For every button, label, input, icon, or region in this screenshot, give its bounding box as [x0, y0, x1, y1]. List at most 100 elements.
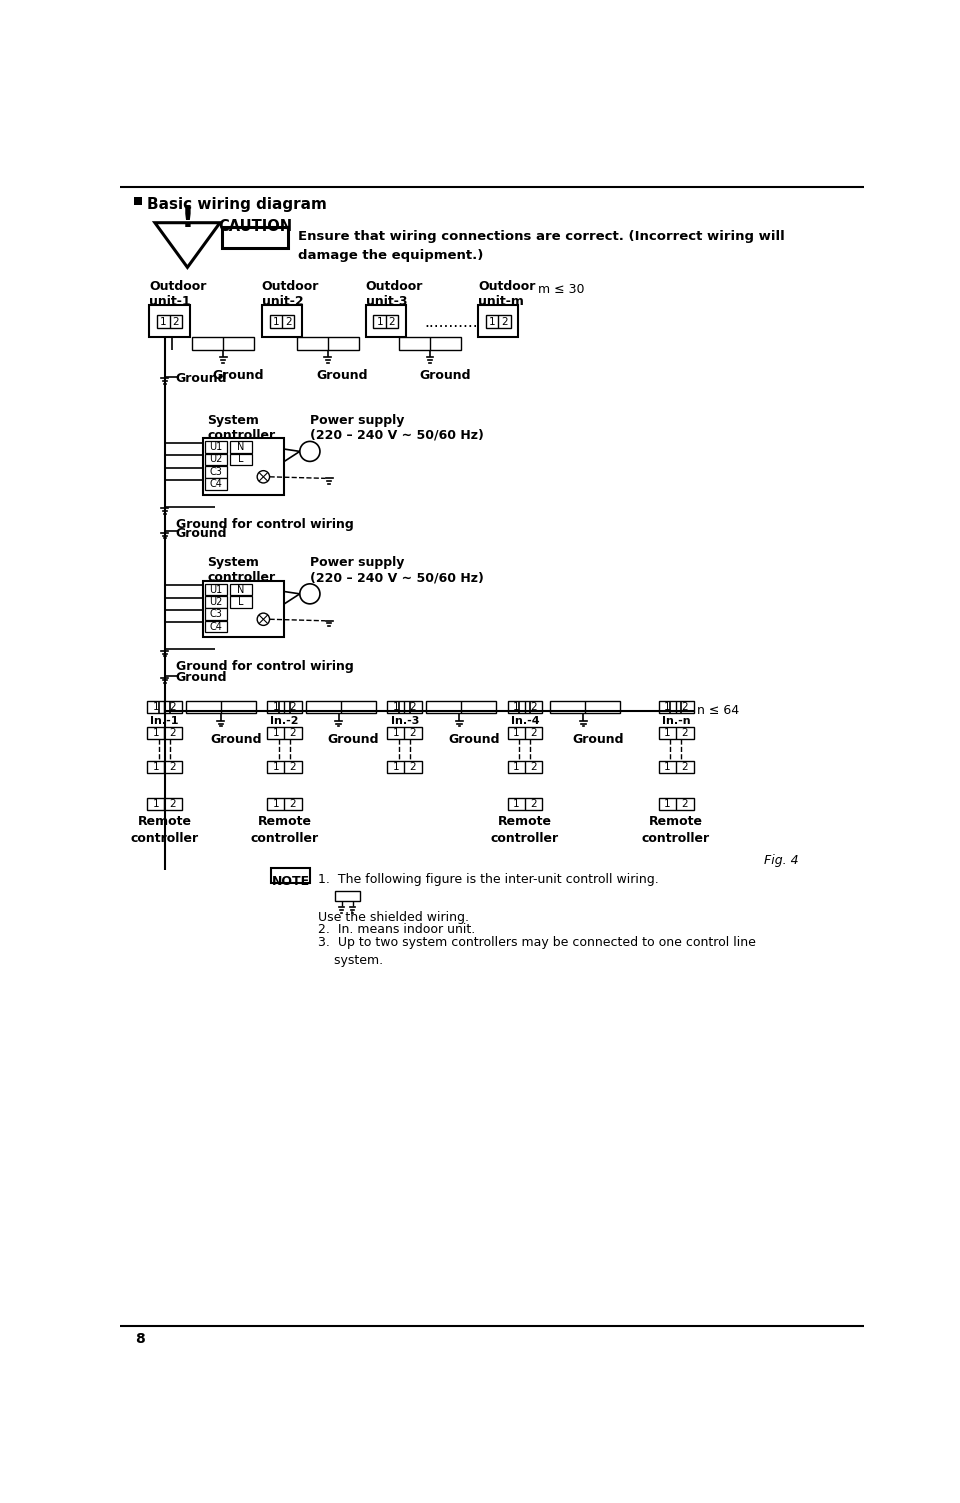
Bar: [205, 597, 227, 607]
Bar: [270, 316, 295, 328]
Bar: [388, 727, 422, 739]
Text: 1: 1: [663, 762, 670, 773]
Text: 1: 1: [513, 800, 519, 809]
Bar: [230, 583, 252, 595]
Text: 2: 2: [389, 317, 396, 326]
Text: Ground: Ground: [212, 370, 264, 382]
Bar: [399, 338, 461, 350]
Bar: [388, 700, 422, 714]
Bar: [205, 609, 227, 621]
Text: C3: C3: [209, 609, 223, 619]
Bar: [150, 305, 190, 338]
Text: In.-4: In.-4: [511, 715, 540, 726]
Text: Outdoor
unit-1: Outdoor unit-1: [150, 281, 206, 308]
Text: 2: 2: [410, 702, 417, 712]
Bar: [508, 700, 542, 714]
Bar: [271, 867, 310, 882]
Bar: [267, 798, 302, 810]
Text: 1: 1: [513, 702, 519, 712]
Text: 2: 2: [290, 800, 296, 809]
Bar: [366, 305, 406, 338]
Bar: [478, 305, 518, 338]
Text: Ensure that wiring connections are correct. (Incorrect wiring will
damage the eq: Ensure that wiring connections are corre…: [299, 230, 785, 263]
Text: ...........: ...........: [424, 314, 478, 329]
Text: 2: 2: [285, 317, 292, 326]
Text: 1: 1: [376, 317, 383, 326]
Text: 2: 2: [169, 800, 176, 809]
Bar: [205, 621, 227, 633]
Text: 2: 2: [530, 729, 537, 738]
Text: System
controller: System controller: [207, 413, 276, 442]
Text: Remote
controller: Remote controller: [642, 815, 710, 845]
Bar: [659, 798, 693, 810]
Text: 2: 2: [290, 762, 296, 773]
Text: 2: 2: [501, 317, 508, 326]
Bar: [659, 727, 693, 739]
Text: Use the shielded wiring.: Use the shielded wiring.: [318, 911, 468, 924]
Text: Remote
controller: Remote controller: [491, 815, 559, 845]
Bar: [306, 700, 375, 714]
Text: 2: 2: [410, 762, 417, 773]
Text: 1: 1: [663, 729, 670, 738]
Bar: [230, 454, 252, 466]
Text: 1: 1: [273, 317, 279, 326]
Bar: [508, 798, 542, 810]
Bar: [192, 338, 254, 350]
Text: 1: 1: [153, 702, 159, 712]
Text: Ground for control wiring: Ground for control wiring: [176, 517, 353, 531]
Bar: [659, 761, 693, 773]
Text: 2: 2: [530, 702, 537, 712]
Text: Ground for control wiring: Ground for control wiring: [176, 660, 353, 673]
Text: 1: 1: [393, 762, 399, 773]
Text: 1: 1: [513, 762, 519, 773]
Bar: [426, 700, 496, 714]
Bar: [230, 442, 252, 452]
Bar: [373, 316, 398, 328]
Text: 2: 2: [681, 729, 687, 738]
Text: 2: 2: [169, 762, 176, 773]
Text: U2: U2: [209, 597, 223, 607]
Text: 2: 2: [410, 729, 417, 738]
Bar: [147, 727, 182, 739]
Text: In.-2: In.-2: [271, 715, 299, 726]
Text: Ground: Ground: [327, 733, 379, 745]
Text: L: L: [238, 454, 244, 464]
Text: n ≤ 64: n ≤ 64: [697, 705, 739, 717]
Bar: [335, 891, 360, 902]
Text: 1: 1: [153, 762, 159, 773]
Bar: [267, 727, 302, 739]
Text: 2: 2: [681, 702, 687, 712]
Text: N: N: [237, 442, 245, 452]
Bar: [205, 454, 227, 466]
Text: Outdoor
unit-2: Outdoor unit-2: [262, 281, 319, 308]
Text: m ≤ 30: m ≤ 30: [539, 283, 585, 296]
Text: 1.  The following figure is the inter-unit controll wiring.: 1. The following figure is the inter-uni…: [318, 873, 659, 885]
Text: In.-1: In.-1: [151, 715, 179, 726]
Bar: [186, 700, 255, 714]
Bar: [203, 439, 284, 494]
Bar: [147, 761, 182, 773]
Bar: [157, 316, 182, 328]
Text: Ground: Ground: [572, 733, 624, 745]
Text: C3: C3: [209, 467, 223, 476]
Text: 1: 1: [489, 317, 495, 326]
Text: NOTE: NOTE: [272, 875, 309, 888]
Bar: [205, 478, 227, 490]
Text: 2: 2: [169, 702, 176, 712]
Text: 2.  In. means indoor unit.: 2. In. means indoor unit.: [318, 923, 475, 936]
Text: Remote
controller: Remote controller: [131, 815, 199, 845]
Bar: [205, 466, 227, 478]
Text: U2: U2: [209, 454, 223, 464]
Text: Ground: Ground: [317, 370, 369, 382]
Text: Outdoor
unit-3: Outdoor unit-3: [366, 281, 423, 308]
Text: ..........: ..........: [546, 699, 595, 714]
Text: 1: 1: [153, 729, 159, 738]
Text: Ground: Ground: [176, 526, 228, 540]
Text: 2: 2: [169, 729, 176, 738]
Text: Ground: Ground: [420, 370, 470, 382]
Text: In.-n: In.-n: [661, 715, 690, 726]
Text: 8: 8: [135, 1332, 145, 1347]
Bar: [267, 700, 302, 714]
Text: Fig. 4: Fig. 4: [763, 854, 798, 867]
Text: 2: 2: [530, 800, 537, 809]
